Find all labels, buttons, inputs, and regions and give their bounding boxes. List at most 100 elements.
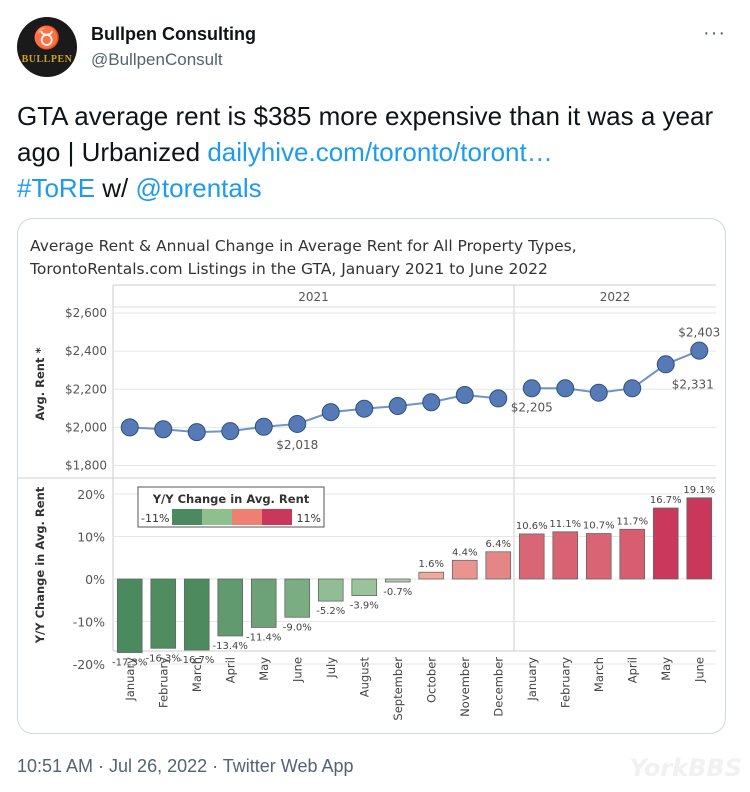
chart-image[interactable]: Average Rent & Annual Change in Average … (17, 218, 726, 734)
category-label: December (491, 657, 505, 717)
yoy-bar (317, 578, 344, 602)
avg-rent-tick-label: $2,200 (65, 382, 107, 396)
category-label: May (257, 657, 271, 681)
yoy-bar-label: 4.4% (452, 547, 477, 558)
yoy-bar (451, 559, 478, 580)
yoy-tick-label: 20% (77, 487, 105, 502)
legend-title: Y/Y Change in Avg. Rent (152, 492, 310, 506)
yoy-axis-label: Y/Y Change in Avg. Rent (33, 486, 47, 644)
avg-rent-line-2021 (129, 393, 499, 434)
bull-logo-icon: ♉ (33, 25, 61, 50)
category-label: April (625, 657, 639, 683)
avg-rent-tick-label: $2,000 (65, 420, 107, 434)
hashtag-link[interactable]: #ToRE (17, 173, 96, 203)
legend-swatch (262, 509, 292, 525)
category-label: June (692, 657, 706, 683)
yoy-bar (652, 507, 679, 580)
legend-min-label: -11% (141, 512, 169, 525)
legend-max-label: 11% (297, 512, 321, 525)
avg-rent-point (489, 389, 508, 408)
avg-rent-point (388, 397, 407, 416)
avg-rent-point (221, 422, 240, 441)
yoy-bar (351, 578, 378, 596)
yoy-bar-label: 11.1% (549, 519, 581, 530)
yoy-bar-label: 10.7% (583, 521, 615, 532)
avg-rent-data-label: $2,331 (672, 377, 714, 391)
yoy-bar (217, 578, 244, 637)
legend-swatch (202, 509, 232, 525)
avg-rent-tick-label: $1,800 (65, 458, 107, 472)
category-label: November (458, 657, 472, 717)
yoy-tick-label: -20% (73, 657, 105, 672)
avg-rent-point (556, 379, 575, 398)
tweet-connector: w/ (95, 173, 136, 203)
category-label: June (290, 657, 304, 683)
yoy-bar (518, 533, 545, 580)
yoy-bar-label: -9.0% (283, 622, 312, 633)
yoy-bar (485, 551, 512, 580)
author-name[interactable]: Bullpen Consulting (91, 24, 256, 44)
avg-rent-point (154, 420, 173, 439)
article-link[interactable]: dailyhive.com/toronto/toront… (207, 137, 553, 167)
tweet-timestamp[interactable]: 10:51 AM · Jul 26, 2022 · Twitter Web Ap… (17, 756, 354, 776)
avg-rent-point (254, 417, 273, 436)
mention-link[interactable]: @torentals (135, 173, 262, 203)
avg-rent-point (455, 385, 474, 404)
category-label: March (592, 657, 606, 692)
yoy-bar-label: -16.7% (179, 655, 214, 666)
avatar[interactable]: ♉ BULLPEN (17, 17, 77, 77)
yoy-bar-label: 11.7% (616, 516, 648, 527)
yoy-bar (284, 578, 311, 618)
avg-rent-axis-label: Avg. Rent * (33, 348, 47, 421)
tweet-body: GTA average rent is $385 more expensive … (17, 101, 714, 167)
year-label-2022: 2022 (600, 290, 631, 304)
avg-rent-point (321, 403, 340, 422)
yoy-bar-label: -13.4% (213, 641, 248, 652)
yoy-bar (686, 497, 713, 580)
category-label: February (156, 657, 170, 708)
avg-rent-data-label: $2,018 (276, 438, 318, 452)
yoy-bar-label: -16.3% (146, 653, 181, 664)
yoy-bar-label: -17.3% (112, 658, 147, 669)
avg-rent-point (623, 379, 642, 398)
yoy-bar-label: 19.1% (683, 485, 715, 496)
rent-chart: Average Rent & Annual Change in Average … (18, 237, 720, 721)
yoy-bar (250, 578, 277, 628)
yoy-bar (619, 528, 646, 580)
yoy-bar-label: 10.6% (516, 521, 548, 532)
yoy-bar (183, 578, 210, 651)
yoy-bar-label: -0.7% (383, 587, 412, 598)
avg-rent-point (355, 399, 374, 418)
avg-rent-point (187, 423, 206, 442)
avg-rent-tick-label: $2,400 (65, 344, 107, 358)
more-options-icon[interactable]: ··· (703, 22, 726, 44)
watermark: YorkBBS (629, 754, 742, 782)
tweet-text: GTA average rent is $385 more expensive … (17, 98, 732, 206)
category-label: July (324, 657, 338, 679)
yoy-tick-label: 10% (77, 530, 105, 545)
category-label: February (558, 657, 572, 708)
avg-rent-tick-label: $2,600 (65, 306, 107, 320)
yoy-bar (150, 578, 177, 649)
category-label: April (223, 657, 237, 683)
yoy-bar-label: -5.2% (316, 606, 345, 617)
avg-rent-point (288, 414, 307, 433)
category-label: January (123, 657, 137, 702)
avg-rent-point (422, 393, 441, 412)
category-label: October (424, 657, 438, 703)
author-handle[interactable]: @BullpenConsult (91, 50, 223, 69)
yoy-tick-label: 0% (85, 572, 105, 587)
yoy-bar-label: -3.9% (350, 601, 379, 612)
yoy-tick-label: -10% (73, 615, 105, 630)
yoy-bar (418, 571, 445, 580)
chart-title: Average Rent & Annual Change in Average … (30, 237, 577, 255)
legend-swatch (172, 509, 202, 525)
category-label: August (357, 657, 371, 698)
avg-rent-point (120, 418, 139, 437)
avg-rent-point (589, 383, 608, 402)
avg-rent-data-label: $2,205 (511, 400, 553, 414)
category-label: March (190, 657, 204, 692)
avg-rent-data-label: $2,403 (678, 326, 720, 340)
category-label: May (659, 657, 673, 681)
yoy-bar (116, 578, 143, 653)
